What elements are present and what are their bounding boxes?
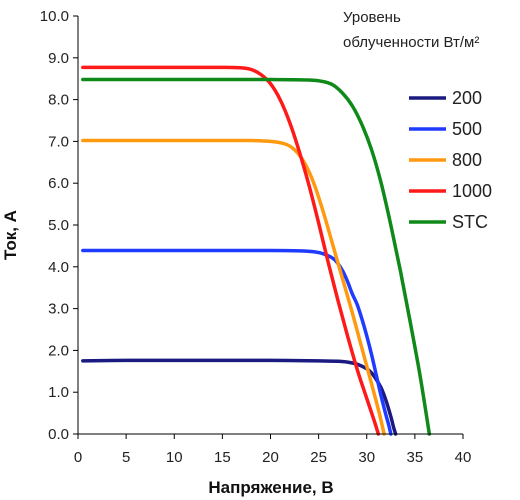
series-line-1000: [81, 65, 381, 436]
legend-label: STC: [452, 212, 488, 232]
y-tick-label: 5.0: [48, 217, 69, 234]
plot-area: 0.0 1.0 2.0 3.0 4.0 5.0 6.0 7.0 8.0 9.0 10.0 0 5 10 1…: [40, 8, 472, 466]
series-line-200: [81, 358, 398, 436]
series-line-800: [81, 138, 386, 436]
x-tick-label: 35: [407, 449, 424, 466]
legend-title-line1: Уровень: [343, 9, 401, 26]
y-tick-label: 10.0: [40, 8, 69, 25]
legend-label: 1000: [452, 181, 492, 201]
series-line-500: [81, 248, 393, 436]
legend-label: 500: [452, 119, 482, 139]
y-tick-label: 8.0: [48, 92, 69, 109]
series-line-stc: [81, 77, 432, 436]
y-tick-label: 3.0: [48, 301, 69, 318]
y-tick-label: 1.0: [48, 384, 69, 401]
legend-label: 200: [452, 88, 482, 108]
x-tick-label: 15: [214, 449, 231, 466]
y-ticks: 0.0 1.0 2.0 3.0 4.0 5.0 6.0 7.0 8.0 9.0 10.0: [40, 8, 78, 443]
x-tick-label: 40: [455, 449, 472, 466]
series-group: [81, 65, 432, 436]
y-tick-label: 2.0: [48, 342, 69, 359]
x-ticks: 0 5 10 15 20 25 30 35 40: [74, 434, 472, 466]
x-tick-label: 10: [166, 449, 183, 466]
legend-label: 800: [452, 150, 482, 170]
y-tick-label: 4.0: [48, 259, 69, 276]
legend: Уровень облученности Вт/м² 200 500 800 1000…: [343, 9, 492, 232]
y-tick-label: 7.0: [48, 133, 69, 150]
y-tick-label: 0.0: [48, 426, 69, 443]
y-axis-title: Ток, А: [1, 210, 20, 260]
legend-entries: 200 500 800 1000 STC: [409, 88, 492, 232]
y-tick-label: 6.0: [48, 175, 69, 192]
legend-title-line2: облученности Вт/м²: [343, 34, 479, 51]
x-tick-label: 5: [122, 449, 130, 466]
x-tick-label: 25: [310, 449, 327, 466]
x-tick-label: 30: [358, 449, 375, 466]
x-tick-label: 20: [262, 449, 279, 466]
x-axis-title: Напряжение, В: [208, 478, 333, 497]
y-tick-label: 9.0: [48, 50, 69, 67]
x-tick-label: 0: [74, 449, 82, 466]
